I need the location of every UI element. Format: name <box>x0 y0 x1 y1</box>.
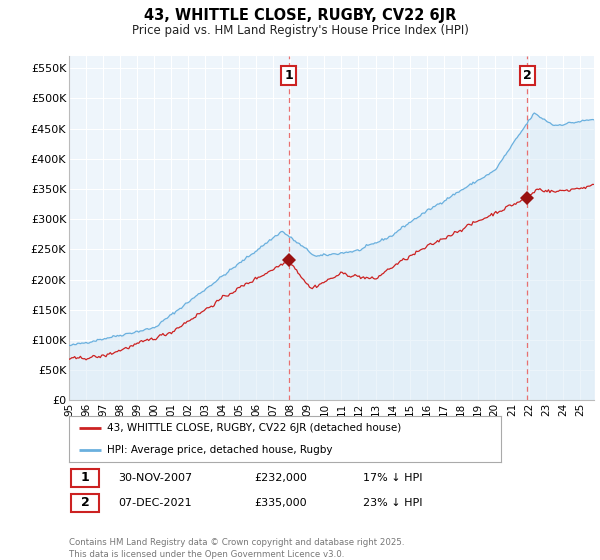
Text: £232,000: £232,000 <box>255 473 308 483</box>
Text: HPI: Average price, detached house, Rugby: HPI: Average price, detached house, Rugb… <box>107 445 332 455</box>
Text: £335,000: £335,000 <box>255 498 307 508</box>
Text: 30-NOV-2007: 30-NOV-2007 <box>119 473 193 483</box>
Text: 17% ↓ HPI: 17% ↓ HPI <box>363 473 422 483</box>
FancyBboxPatch shape <box>71 494 99 512</box>
Text: Contains HM Land Registry data © Crown copyright and database right 2025.
This d: Contains HM Land Registry data © Crown c… <box>69 538 404 559</box>
Text: 43, WHITTLE CLOSE, RUGBY, CV22 6JR: 43, WHITTLE CLOSE, RUGBY, CV22 6JR <box>144 8 456 24</box>
Text: 1: 1 <box>80 471 89 484</box>
Text: 43, WHITTLE CLOSE, RUGBY, CV22 6JR (detached house): 43, WHITTLE CLOSE, RUGBY, CV22 6JR (deta… <box>107 423 401 433</box>
Text: 23% ↓ HPI: 23% ↓ HPI <box>363 498 422 508</box>
Text: 1: 1 <box>284 69 293 82</box>
Text: Price paid vs. HM Land Registry's House Price Index (HPI): Price paid vs. HM Land Registry's House … <box>131 24 469 36</box>
Text: 07-DEC-2021: 07-DEC-2021 <box>119 498 193 508</box>
FancyBboxPatch shape <box>71 469 99 487</box>
Text: 2: 2 <box>80 496 89 510</box>
Text: 2: 2 <box>523 69 532 82</box>
